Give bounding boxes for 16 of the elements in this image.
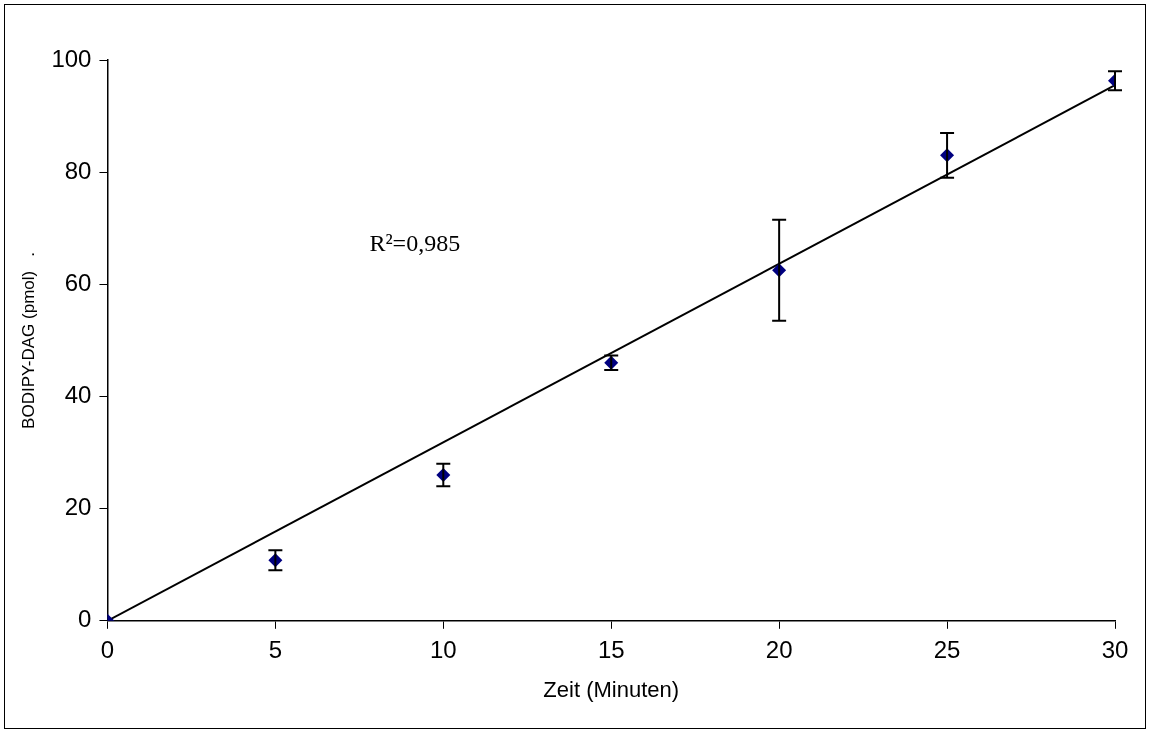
annotation: R²=0,985 xyxy=(369,230,461,257)
y-tick-label: 80 xyxy=(64,156,92,184)
x-tick-label: 30 xyxy=(1101,635,1129,663)
y-tick-label: 100 xyxy=(51,44,92,72)
x-tick-label: 25 xyxy=(933,635,961,663)
x-tick-label: 20 xyxy=(765,635,793,663)
y-tick-label: 20 xyxy=(64,493,92,521)
y-tick-label: 60 xyxy=(64,268,92,296)
x-axis-title: Zeit (Minuten) xyxy=(543,676,680,702)
x-tick-label: 5 xyxy=(268,635,283,663)
y-tick-label: 0 xyxy=(78,605,92,633)
y-axis-title: BODIPY-DAG (pmol) . xyxy=(18,251,38,429)
y-tick-label: 40 xyxy=(64,381,92,409)
x-tick-label: 0 xyxy=(100,635,115,663)
x-tick-label: 10 xyxy=(429,635,457,663)
x-tick-label: 15 xyxy=(597,635,625,663)
